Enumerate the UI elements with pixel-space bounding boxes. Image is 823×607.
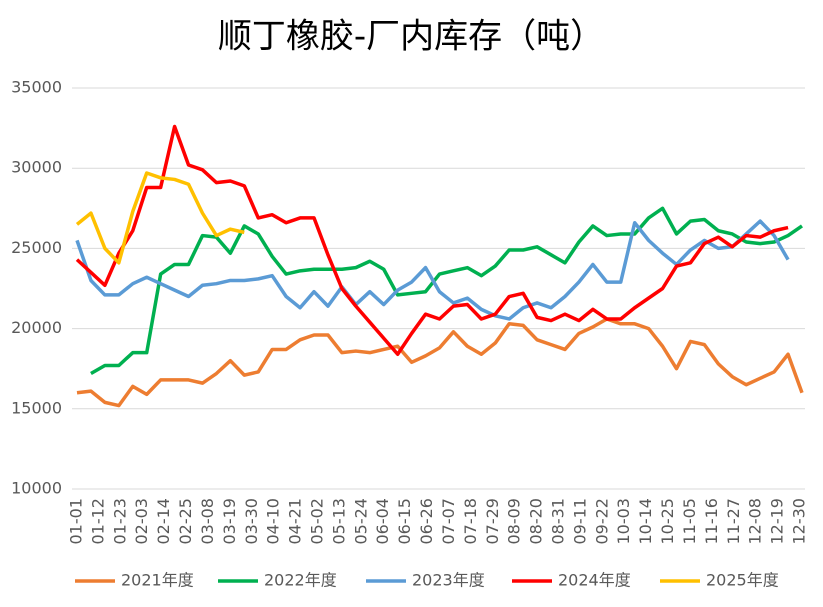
legend-label: 2024年度 xyxy=(558,571,631,590)
y-tick-label: 20000 xyxy=(11,318,62,337)
x-tick-label: 08-09 xyxy=(505,498,524,545)
x-tick-label: 05-02 xyxy=(308,498,327,545)
x-tick-label: 07-29 xyxy=(483,498,502,545)
x-tick-label: 12-30 xyxy=(790,498,809,545)
x-tick-label: 10-03 xyxy=(614,498,633,545)
x-tick-label: 10-14 xyxy=(636,498,655,545)
y-tick-label: 25000 xyxy=(11,238,62,257)
x-tick-label: 08-31 xyxy=(549,498,568,545)
x-tick-label: 05-13 xyxy=(329,498,348,545)
y-tick-label: 10000 xyxy=(11,479,62,498)
x-tick-label: 07-18 xyxy=(461,498,480,545)
x-tick-label: 02-14 xyxy=(154,498,173,545)
y-tick-label: 15000 xyxy=(11,398,62,417)
x-tick-label: 06-26 xyxy=(417,498,436,545)
y-tick-label: 35000 xyxy=(11,78,62,97)
x-tick-label: 07-07 xyxy=(439,498,458,545)
x-tick-label: 04-21 xyxy=(286,498,305,545)
x-tick-label: 02-03 xyxy=(132,498,151,545)
x-tick-label: 05-24 xyxy=(351,498,370,545)
legend-label: 2022年度 xyxy=(264,571,337,590)
series-line xyxy=(90,206,803,376)
x-tick-label: 01-01 xyxy=(67,498,86,545)
x-tick-label: 12-19 xyxy=(768,498,787,545)
series-line xyxy=(75,124,789,357)
legend-label: 2021年度 xyxy=(121,571,194,590)
x-tick-label: 03-30 xyxy=(242,498,261,545)
x-tick-label: 09-22 xyxy=(592,498,611,545)
x-tick-label: 11-27 xyxy=(724,498,743,545)
x-tick-label: 12-08 xyxy=(746,498,765,545)
y-tick-label: 30000 xyxy=(11,158,62,177)
x-tick-label: 03-19 xyxy=(220,498,239,545)
x-tick-label: 11-16 xyxy=(702,498,721,545)
x-tick-label: 01-23 xyxy=(110,498,129,545)
x-tick-label: 11-05 xyxy=(680,498,699,545)
x-tick-label: 08-20 xyxy=(527,498,546,545)
x-tick-label: 04-10 xyxy=(264,498,283,545)
series-line xyxy=(75,219,790,321)
x-tick-label: 06-15 xyxy=(395,498,414,545)
x-tick-label: 09-11 xyxy=(570,498,589,545)
legend-label: 2025年度 xyxy=(706,571,779,590)
x-tick-label: 06-04 xyxy=(373,498,392,545)
chart-title: 顺丁橡胶-厂内库存（吨） xyxy=(218,17,604,57)
legend-label: 2023年度 xyxy=(412,571,485,590)
x-tick-label: 03-08 xyxy=(198,498,217,545)
x-tick-label: 01-12 xyxy=(88,498,107,545)
series-line xyxy=(76,317,804,408)
x-tick-label: 10-25 xyxy=(658,498,677,545)
series-line xyxy=(75,171,245,265)
x-tick-label: 02-25 xyxy=(176,498,195,545)
